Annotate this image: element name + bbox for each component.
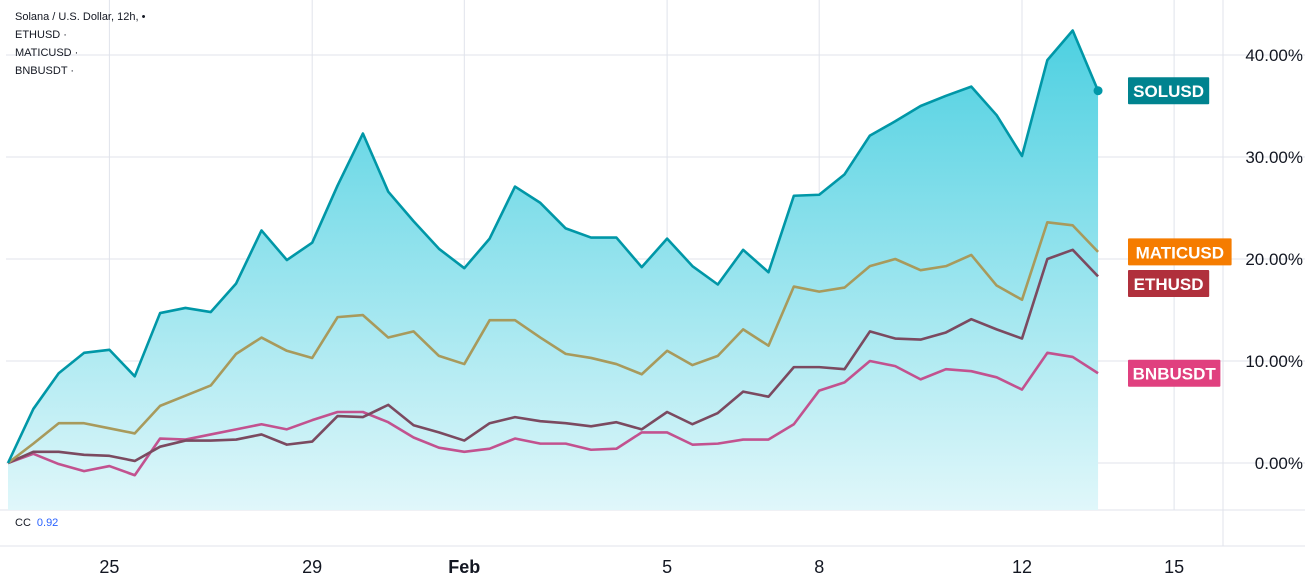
time-scale[interactable]: 25 29 Feb 5 8 12 15	[99, 557, 1184, 577]
y-tick-label: 20.00%	[1245, 250, 1303, 269]
y-tick-label: 40.00%	[1245, 46, 1303, 65]
line-bnbusdt	[7, 351, 1099, 477]
legend-compare-ethusd[interactable]: ETHUSD ·	[15, 29, 67, 41]
price-tag-label: BNBUSDT	[1133, 365, 1217, 384]
x-tick-label: 8	[814, 557, 824, 577]
x-tick-label: Feb	[448, 557, 480, 577]
indicator-pane-label[interactable]: CC 0.92	[15, 517, 58, 529]
y-tick-label: 0.00%	[1255, 454, 1303, 473]
line-ethusd	[7, 248, 1099, 465]
line-solusd	[6, 29, 1100, 464]
price-tag-label: SOLUSD	[1133, 82, 1204, 101]
price-tag-solusd	[1128, 77, 1210, 105]
y-tick-label: 30.00%	[1245, 148, 1303, 167]
x-tick-label: 29	[302, 557, 322, 577]
price-tag-label: ETHUSD	[1134, 275, 1204, 294]
price-tag-ethusd	[1128, 269, 1210, 297]
x-tick-label: 25	[99, 557, 119, 577]
price-tag-maticusd	[1128, 238, 1232, 266]
last-point-marker	[1093, 86, 1103, 96]
legend-compare-maticusd[interactable]: MATICUSD ·	[15, 47, 79, 59]
x-tick-label: 5	[662, 557, 672, 577]
legend-main-series[interactable]: Solana / U.S. Dollar, 12h, •	[15, 11, 146, 23]
indicator-value: 0.92	[36, 517, 59, 529]
series-lines	[6, 29, 1103, 477]
price-scale[interactable]: 40.00% 30.00% 20.00% 10.00% 0.00%	[1245, 46, 1303, 473]
legend-compare-bnbusdt[interactable]: BNBUSDT ·	[15, 65, 75, 77]
area-fill-layer	[8, 30, 1099, 511]
line-maticusd	[7, 220, 1099, 465]
price-tag-bnbusdt	[1128, 359, 1221, 387]
indicator-name: CC	[15, 517, 31, 529]
series-legend: Solana / U.S. Dollar, 12h, • ETHUSD · MA…	[15, 8, 145, 80]
x-tick-label: 12	[1012, 557, 1032, 577]
area-solusd	[8, 30, 1099, 511]
y-tick-label: 10.00%	[1245, 352, 1303, 371]
x-tick-label: 15	[1164, 557, 1184, 577]
price-tag-label: MATICUSD	[1136, 243, 1224, 262]
price-tags: SOLUSD MATICUSD ETHUSD BNBUSDT	[1128, 77, 1232, 387]
